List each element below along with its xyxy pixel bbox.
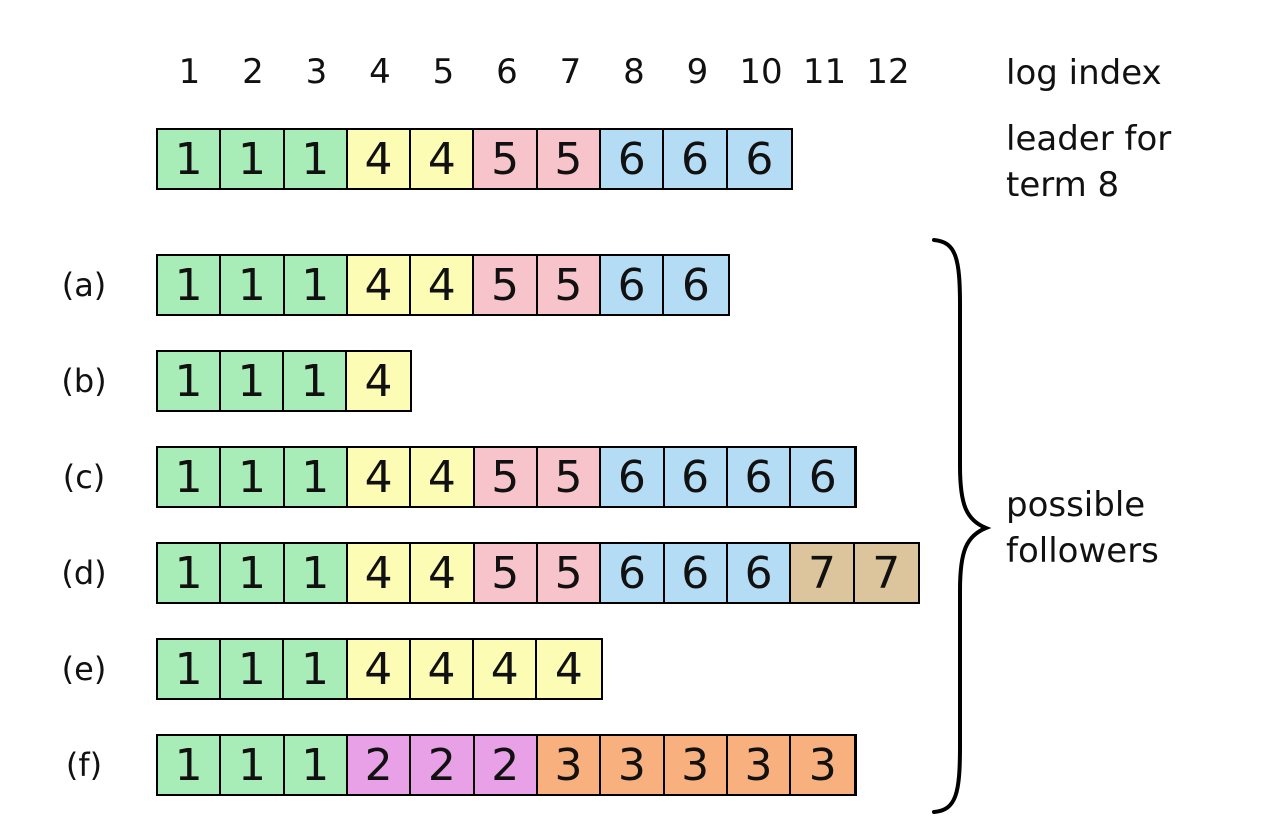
- log-entry-cell: 5: [537, 256, 601, 314]
- log-index-number: 9: [686, 52, 709, 92]
- log-entry-cell: 1: [284, 130, 348, 188]
- log-entry-cell: 4: [347, 448, 412, 506]
- log-entry-cell: 6: [601, 544, 665, 602]
- log-entry-cell: 4: [474, 640, 538, 698]
- log-entry-cell: 1: [221, 448, 285, 506]
- log-index-number: 6: [496, 52, 518, 92]
- log-entry-cell: 6: [600, 256, 665, 314]
- log-entry-cell: 1: [158, 130, 222, 188]
- log-entry-cell: 6: [727, 544, 792, 602]
- log-index-number: 7: [559, 52, 582, 92]
- leader-label-line2: term 8: [1006, 165, 1120, 205]
- follower-row-label: (f): [65, 746, 103, 784]
- log-entry-cell: 4: [347, 352, 410, 410]
- log-index-number: 12: [866, 52, 910, 92]
- follower-row-label: (a): [61, 266, 107, 304]
- log-index-number: 8: [623, 52, 645, 92]
- log-entry-cell: 4: [411, 544, 475, 602]
- log-entry-cell: 1: [221, 352, 284, 410]
- log-entry-cell: 1: [284, 640, 348, 698]
- log-entry-cell: 3: [601, 736, 665, 794]
- follower-row-label: (b): [61, 362, 107, 400]
- log-entry-cell: 4: [347, 544, 412, 602]
- log-entry-cell: 1: [284, 256, 348, 314]
- log-entry-cell: 2: [347, 736, 412, 794]
- log-entry-cell: 1: [221, 640, 285, 698]
- followers-label-line2: followers: [1006, 531, 1159, 571]
- log-entry-cell: 5: [537, 448, 602, 506]
- log-entry-cell: 1: [221, 256, 285, 314]
- log-entry-cell: 4: [411, 448, 475, 506]
- log-index-number: 2: [242, 52, 264, 92]
- log-entry-cell: 1: [158, 352, 221, 410]
- log-entry-cell: 6: [727, 448, 792, 506]
- log-entry-cell: 4: [347, 256, 412, 314]
- log-entry-cell: 3: [537, 736, 602, 794]
- log-index-number: 5: [432, 52, 455, 92]
- log-entry-cell: 1: [284, 448, 348, 506]
- log-entry-cell: 1: [158, 448, 222, 506]
- log-entry-cell: 4: [347, 640, 411, 698]
- log-entry-cell: 3: [664, 736, 728, 794]
- log-entry-cell: 6: [727, 130, 791, 188]
- log-entry-cell: 1: [221, 130, 285, 188]
- log-entry-cell: 4: [410, 640, 475, 698]
- log-index-number: 10: [739, 52, 783, 92]
- follower-row-label: (e): [61, 650, 107, 688]
- log-entry-cell: 1: [284, 736, 348, 794]
- followers-brace: [932, 238, 992, 814]
- log-entry-cell: 4: [347, 130, 412, 188]
- log-entry-cell: 6: [791, 448, 855, 506]
- log-entry-cell: 1: [284, 544, 348, 602]
- log-index-label: log index: [1006, 53, 1162, 93]
- log-index-number: 4: [369, 52, 391, 92]
- log-entry-cell: 3: [791, 736, 855, 794]
- log-entry-cell: 5: [474, 130, 538, 188]
- log-entry-cell: 3: [727, 736, 792, 794]
- log-entry-cell: 5: [537, 130, 602, 188]
- leader-label: leader for term 8: [1006, 116, 1171, 208]
- log-entry-cell: 5: [474, 448, 538, 506]
- possible-followers-label: possible followers: [1006, 482, 1159, 574]
- followers-label-line1: possible: [1006, 485, 1146, 525]
- log-entry-cell: 6: [664, 544, 728, 602]
- log-entry-cell: 1: [158, 256, 222, 314]
- log-entry-cell: 4: [537, 640, 601, 698]
- log-entry-cell: 2: [474, 736, 538, 794]
- log-index-number: 1: [178, 52, 201, 92]
- log-entry-cell: 1: [221, 736, 285, 794]
- log-entry-cell: 1: [158, 544, 222, 602]
- log-entry-cell: 5: [474, 544, 538, 602]
- log-index-number: 11: [802, 52, 847, 92]
- log-entry-cell: 6: [664, 448, 728, 506]
- log-entry-cell: 6: [601, 130, 665, 188]
- log-entry-cell: 5: [537, 544, 602, 602]
- log-entry-cell: 1: [221, 544, 285, 602]
- follower-row-label: (c): [62, 458, 106, 496]
- log-entry-cell: 1: [158, 736, 222, 794]
- leader-label-line1: leader for: [1006, 119, 1172, 159]
- log-entry-cell: 7: [854, 544, 918, 602]
- log-entry-cell: 5: [474, 256, 538, 314]
- follower-row-label: (d): [61, 554, 107, 592]
- log-entry-cell: 6: [664, 256, 728, 314]
- log-entry-cell: 1: [158, 640, 222, 698]
- log-entry-cell: 7: [791, 544, 855, 602]
- log-index-number: 3: [305, 52, 328, 92]
- log-entry-cell: 4: [411, 256, 475, 314]
- log-entry-cell: 6: [664, 130, 728, 188]
- log-entry-cell: 2: [411, 736, 475, 794]
- log-entry-cell: 6: [601, 448, 665, 506]
- log-entry-cell: 1: [284, 352, 347, 410]
- log-entry-cell: 4: [411, 130, 475, 188]
